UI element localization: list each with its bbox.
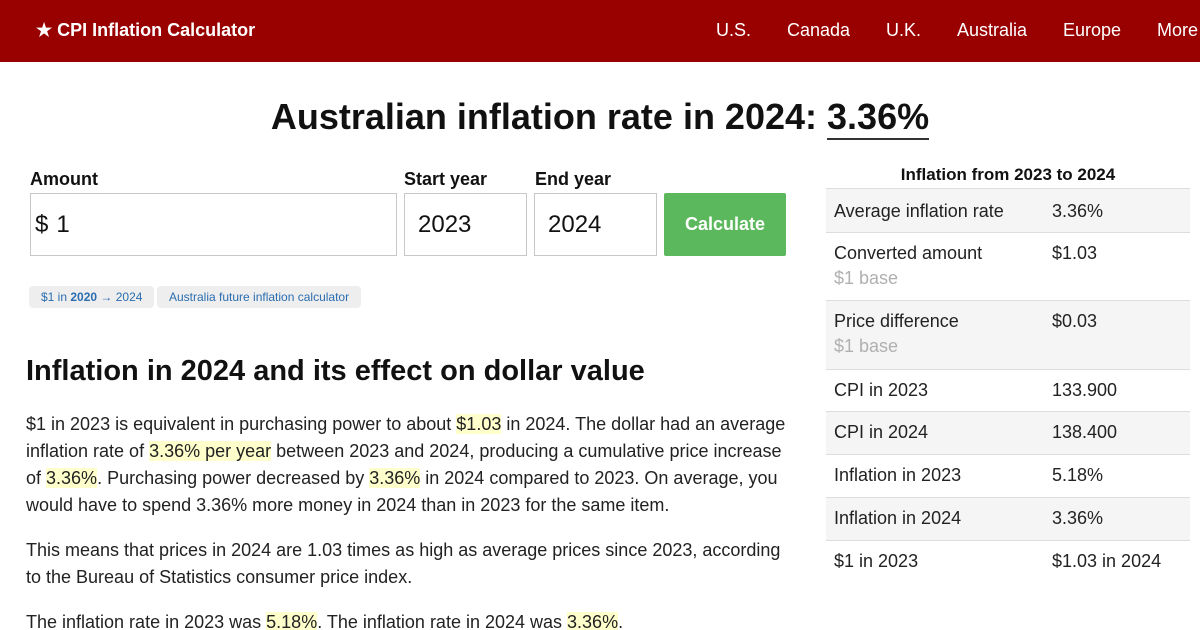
brand-link[interactable]: ★ CPI Inflation Calculator [36,20,256,40]
row-label: Converted amount [834,243,983,263]
p1-highlight-1: $1.03 [456,414,502,434]
chip-text-c: → 2024 [97,290,143,304]
table-row: Price difference $1 base $0.03 [826,300,1190,370]
page-title-text: Australian inflation rate in 2024: [270,96,818,137]
table-row: CPI in 2023 133.900 [826,369,1190,412]
amount-input[interactable]: $ 1 [30,193,397,256]
currency-symbol: $ [35,210,49,238]
p1-text-1: $1 in 2023 is equivalent in purchasing p… [26,414,457,434]
row-value: 138.400 [1044,411,1190,455]
top-navbar: ★ CPI Inflation Calculator U.S. Canada U… [0,0,1200,62]
chip-future-calculator-link[interactable]: Australia future inflation calculator [157,286,362,308]
p1-text-2: in 2024. The dollar had an average infla… [26,414,786,461]
row-value: 3.36% [1044,188,1190,233]
p3-text-2: . The inflation rate in 2024 was [317,612,568,630]
p1-highlight-3: 3.36% [46,468,98,488]
sidebar-caption: Inflation from 2023 to 2024 [900,165,1116,184]
table-row: Inflation in 2023 5.18% [826,454,1190,498]
page-title: Australian inflation rate in 2024: 3.36% [0,96,1200,140]
p1-text-5: in 2024 compared to 2023. On average, yo… [26,468,778,515]
row-label: $1 in 2023 [826,540,1044,584]
nav-link-europe[interactable]: Europe [1063,20,1122,40]
row-value: $1.03 in 2024 [1044,540,1190,584]
page-title-rate: 3.36% [827,96,930,140]
end-year-input[interactable]: 2024 [534,193,657,256]
row-label: Inflation in 2023 [826,454,1044,498]
p1-text-3: between 2023 and 2024, producing a cumul… [26,441,782,488]
amount-label: Amount [30,169,98,189]
section-heading: Inflation in 2024 and its effect on doll… [26,355,645,387]
row-value: $0.03 [1044,300,1190,370]
paragraph-2: This means that prices in 2024 are 1.03 … [26,540,781,587]
row-label: Price difference [834,311,959,331]
p3-highlight-1: 5.18% [266,612,318,630]
row-value: $1.03 [1044,232,1190,301]
p3-highlight-2: 3.36% [567,612,619,630]
table-row: $1 in 2023 $1.03 in 2024 [826,540,1190,584]
paragraph-1: $1 in 2023 is equivalent in purchasing p… [26,411,796,519]
row-label: Average inflation rate [826,188,1044,233]
start-year-input[interactable]: 2023 [404,193,527,256]
p1-text-4: . Purchasing power decreased by [97,468,370,488]
row-label-cell: Price difference $1 base [826,300,1044,370]
row-label-cell: Converted amount $1 base [826,232,1044,301]
nav-link-uk[interactable]: U.K. [886,20,922,40]
chip-text-a: $1 in [41,290,71,304]
row-value: 133.900 [1044,369,1190,412]
end-year-value: 2024 [548,210,602,238]
start-year-value: 2023 [418,210,472,238]
chip-text-b: 2020 [70,290,98,304]
calculate-button[interactable]: Calculate [664,193,786,256]
amount-value: 1 [56,210,70,238]
row-sublabel: $1 base [834,268,899,288]
p3-text-1: The inflation rate in 2023 was [26,612,267,630]
table-row: CPI in 2024 138.400 [826,411,1190,455]
p3-text-3: . [618,612,624,630]
row-label: CPI in 2024 [826,411,1044,455]
row-value: 3.36% [1044,497,1190,541]
nav-link-canada[interactable]: Canada [787,20,851,40]
p1-highlight-2: 3.36% per year [149,441,272,461]
p1-highlight-4: 3.36% [369,468,421,488]
end-year-label: End year [535,169,612,189]
row-label: Inflation in 2024 [826,497,1044,541]
table-row: Inflation in 2024 3.36% [826,497,1190,541]
row-sublabel: $1 base [834,336,899,356]
start-year-label: Start year [404,169,488,189]
table-row: Average inflation rate 3.36% [826,188,1190,233]
row-label: CPI in 2023 [826,369,1044,412]
table-row: Converted amount $1 base $1.03 [826,232,1190,301]
paragraph-3: The inflation rate in 2023 was 5.18%. Th… [26,609,796,630]
chip-1-in-2020-link[interactable]: $1 in 2020 → 2024 [29,286,155,308]
inflation-summary-table: Average inflation rate 3.36% Converted a… [826,188,1190,584]
nav-link-us[interactable]: U.S. [716,20,752,40]
nav-link-australia[interactable]: Australia [957,20,1028,40]
nav-link-more[interactable]: More [1157,20,1199,40]
row-value: 5.18% [1044,454,1190,498]
